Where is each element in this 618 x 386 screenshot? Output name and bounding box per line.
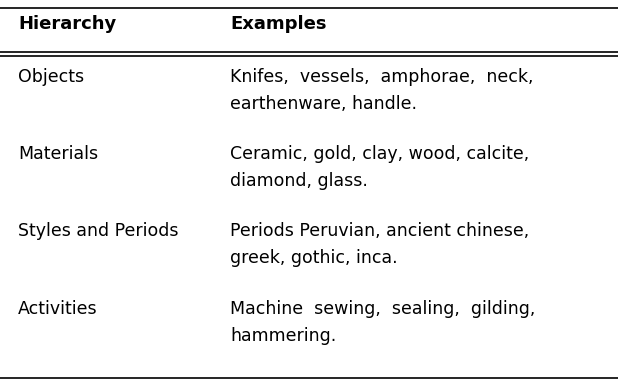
Text: Machine  sewing,  sealing,  gilding,
hammering.: Machine sewing, sealing, gilding, hammer… <box>230 300 535 345</box>
Text: Objects: Objects <box>18 68 84 86</box>
Text: Periods Peruvian, ancient chinese,
greek, gothic, inca.: Periods Peruvian, ancient chinese, greek… <box>230 222 529 267</box>
Text: Hierarchy: Hierarchy <box>18 15 116 33</box>
Text: Examples: Examples <box>230 15 326 33</box>
Text: Materials: Materials <box>18 145 98 163</box>
Text: Activities: Activities <box>18 300 98 318</box>
Text: Ceramic, gold, clay, wood, calcite,
diamond, glass.: Ceramic, gold, clay, wood, calcite, diam… <box>230 145 529 190</box>
Text: Styles and Periods: Styles and Periods <box>18 222 179 240</box>
Text: Knifes,  vessels,  amphorae,  neck,
earthenware, handle.: Knifes, vessels, amphorae, neck, earthen… <box>230 68 533 113</box>
